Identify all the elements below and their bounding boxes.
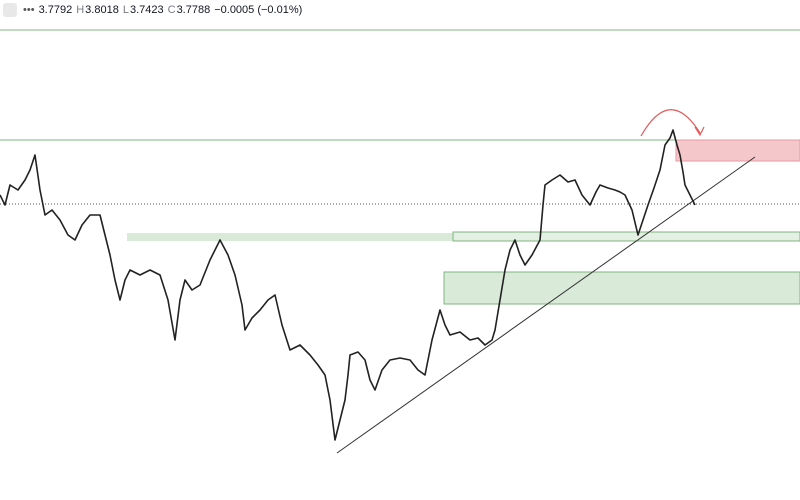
open-value: 3.7792 — [38, 4, 73, 16]
support-zone — [127, 233, 455, 241]
support-zone — [452, 231, 800, 242]
field-value: 3.7788 — [176, 4, 211, 16]
field-label: L — [122, 4, 129, 16]
field-label: C — [167, 4, 176, 16]
supply-zone — [675, 139, 800, 162]
change-value: −0.0005 (−0.01%) — [214, 4, 303, 16]
more-menu[interactable]: ••• — [23, 4, 35, 16]
price-series — [0, 129, 696, 441]
field-label: H — [76, 4, 85, 16]
arrow-head — [694, 126, 705, 137]
arrow — [640, 109, 701, 137]
trend-line — [336, 156, 756, 454]
field-value: 3.7423 — [129, 4, 164, 16]
field-value: 3.8018 — [85, 4, 119, 16]
ohlc-header: ••• 3.7792 H 3.8018 L 3.7423 C 3.7788 −0.00… — [0, 0, 306, 20]
collapse-button[interactable] — [3, 3, 17, 17]
demand-zone — [443, 271, 800, 305]
